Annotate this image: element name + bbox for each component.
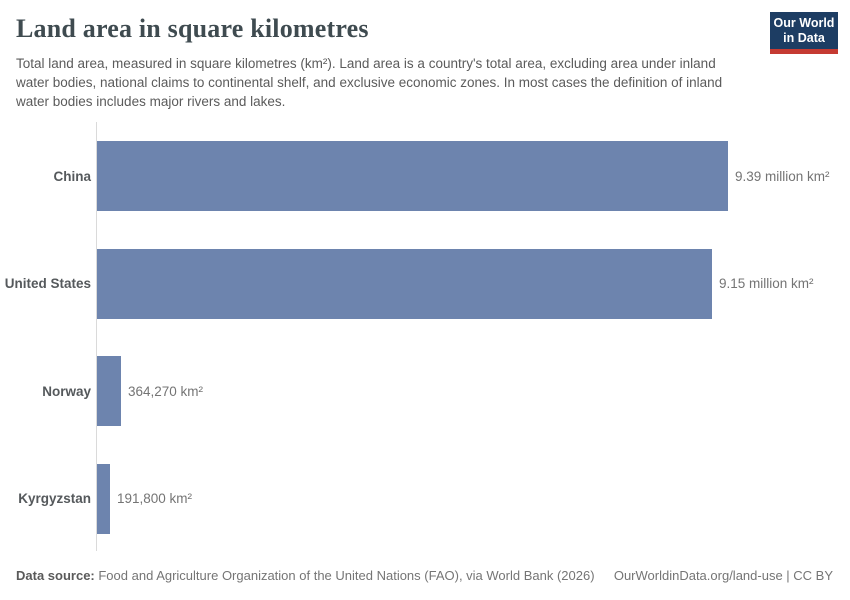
chart-row: Kyrgyzstan 191,800 km²: [0, 463, 850, 534]
bar: [97, 248, 712, 319]
owid-logo[interactable]: Our World in Data: [770, 12, 838, 54]
value-label: 9.39 million km²: [735, 168, 830, 184]
footer-link[interactable]: OurWorldinData.org/land-use | CC BY: [613, 568, 833, 583]
data-source-label: Data source:: [16, 568, 95, 583]
value-label: 191,800 km²: [117, 491, 193, 506]
chart-row: China 9.39 million km²: [0, 141, 850, 211]
chart-row: United States 9.15 million km²: [0, 248, 850, 319]
value-label: 9.15 million km²: [719, 276, 814, 291]
category-label: Norway: [42, 383, 91, 399]
data-source-note: Data source: Food and Agriculture Organi…: [16, 568, 595, 583]
owid-logo-text-line1: Our World: [773, 16, 835, 30]
owid-logo-box: Our World in Data: [770, 12, 838, 54]
category-label: Kyrgyzstan: [18, 491, 91, 506]
owid-logo-text-line2: in Data: [783, 31, 825, 45]
y-axis-line: [96, 122, 97, 551]
bar-chart: China 9.39 million km² United States 9.15 m…: [0, 122, 850, 552]
chart-row: Norway 364,270 km²: [0, 356, 850, 426]
category-label: China: [53, 168, 91, 184]
bar: [97, 141, 728, 211]
value-label: 364,270 km²: [128, 383, 204, 399]
chart-subtitle: Total land area, measured in square kilo…: [16, 56, 723, 109]
data-source-text: Food and Agriculture Organization of the…: [94, 568, 595, 583]
bar: [97, 463, 110, 534]
category-label: United States: [4, 276, 91, 291]
bar: [97, 356, 121, 426]
chart-title: Land area in square kilometres: [16, 14, 369, 43]
